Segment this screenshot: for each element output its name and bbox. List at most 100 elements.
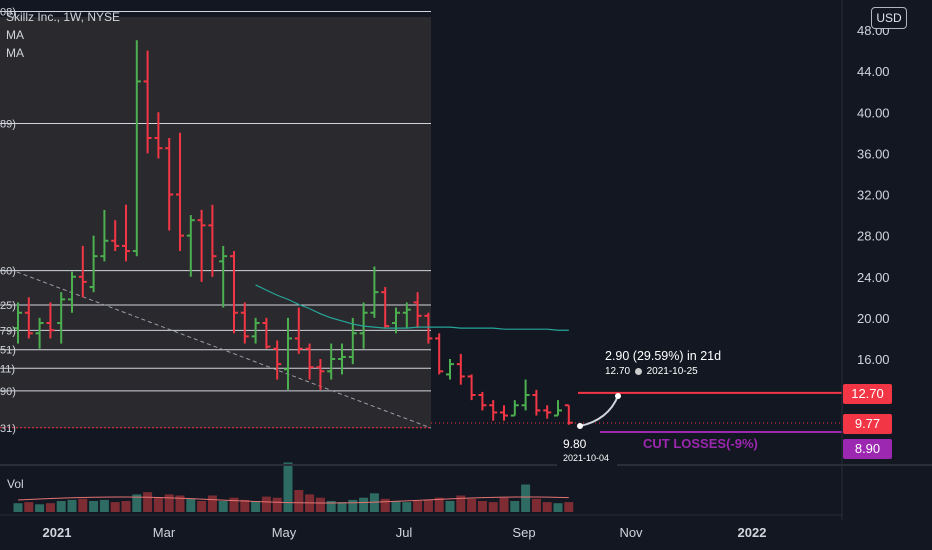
volume-bar [445,501,455,512]
volume-bar [272,497,282,512]
time-axis[interactable]: 2021 Mar May Jul Sep Nov 2022 [43,525,767,540]
volume-bar [56,501,66,512]
volume-bar [434,497,444,512]
volume-bar [380,498,390,512]
ohlc-bar [305,343,314,380]
dashed-trend-line [16,271,432,429]
fib-level-labels: 08) 89) 60) 25) 79) 51) 11) 90) 31) [0,6,16,434]
ohlc-bar [100,209,109,262]
volume-bar [240,499,250,512]
price-axis-tick: 16.00 [857,352,890,367]
ohlc-bar [381,287,390,329]
time-axis-tick: 2021 [43,525,72,540]
fib-zone-background [0,17,431,428]
ohlc-bar [154,112,163,159]
volume-bar [553,503,563,512]
volume-bar [315,497,325,512]
volume-ma-line [17,496,569,504]
ohlc-bar [122,204,130,262]
ohlc-bar [284,317,292,390]
volume-bar [153,497,163,512]
current-price-tag: 9.77 [843,414,892,434]
fib-level-label: 51) [0,345,16,357]
volume-bar [521,484,531,512]
volume-bar [283,462,293,512]
projection-arrow [579,395,619,427]
volume-bar [89,501,99,512]
fib-level-label: 31) [0,423,16,435]
ohlc-bar [489,400,498,421]
ohlc-bar [521,379,530,411]
ohlc-bar [186,215,195,277]
ohlc-bar [500,405,508,421]
fib-level-label: 25) [0,300,16,312]
price-axis-tick: 44.00 [857,64,890,79]
ohlc-bar [111,220,120,252]
ohlc-bar [478,391,487,411]
moving-average-line [255,284,569,331]
ohlc-bar [554,400,562,417]
ohlc-bar [251,317,260,344]
volume-bar [423,499,433,512]
fib-level-label: 79) [0,325,16,337]
ohlc-bar [294,307,303,354]
ohlc-bar [197,209,206,282]
volume-bar [499,497,509,512]
stop-loss-price-tag: 8.90 [843,439,892,459]
ohlc-bar [402,302,411,329]
volume-bar [510,501,520,512]
price-levels [431,391,842,433]
ohlc-bar [446,359,454,380]
ohlc-bar [456,353,465,385]
volume-bar [477,501,487,512]
ohlc-bar [35,317,44,349]
volume-bar [488,502,498,512]
currency-button[interactable]: USD [871,7,907,29]
ma-indicator-2[interactable]: MA [6,46,24,60]
measure-change: 2.90 (29.59%) in 21d [605,349,722,363]
volume-bar [391,501,401,512]
volume-bar [229,497,239,512]
volume-bar [564,502,574,512]
time-axis-tick: Mar [153,525,176,540]
volume-bar [467,498,477,512]
measure-tooltip: 2.90 (29.59%) in 21d 12.70 2021-10-25 [597,343,731,382]
volume-bar [78,498,88,512]
ohlc-bar [240,302,249,344]
ohlc-bar [57,292,66,344]
projection-start-point [577,423,583,429]
fib-level-label: 60) [0,266,16,278]
price-axis-tick: 40.00 [857,105,890,120]
volume-label: Vol [7,477,24,491]
volume-bar [531,498,541,512]
symbol-title[interactable]: Skillz Inc., 1W, NYSE [6,10,121,24]
fib-level-label: 90) [0,386,16,398]
ohlc-bar [68,271,76,313]
fib-level-label: 08) [0,6,16,18]
price-axis-tick: 36.00 [857,146,890,161]
volume-bar [186,498,196,512]
volume-bar [337,502,347,512]
volume-bar [35,504,45,512]
volume-bar [164,494,174,512]
volume-bar [13,503,23,512]
ohlc-bar [14,302,22,344]
ohlc-bar [413,292,422,329]
volume-bar [359,497,369,512]
ma-indicator-1[interactable]: MA [6,28,24,42]
clock-icon [634,368,642,375]
measure-target-price: 12.70 [605,366,631,377]
ohlc-bar [564,404,573,425]
ohlc-bar [327,343,336,380]
time-axis-tick: Sep [512,525,535,540]
ohlc-bar [532,389,541,416]
price-axis-tick: 32.00 [857,188,890,203]
chart-legend: Skillz Inc., 1W, NYSE MA MA [6,8,120,62]
volume-bar [99,499,109,512]
time-axis-tick: Nov [619,525,643,540]
volume-bar [24,502,34,512]
ohlc-bar [219,245,228,308]
price-axis[interactable]: 48.0044.0040.0036.0032.0028.0024.0020.00… [857,23,890,367]
ohlc-bar [176,132,184,252]
